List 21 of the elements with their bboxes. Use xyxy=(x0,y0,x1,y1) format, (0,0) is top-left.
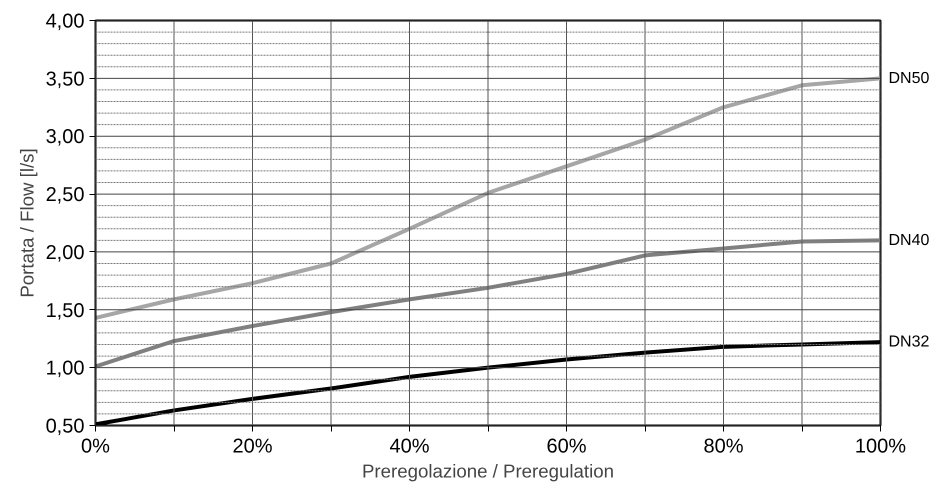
y-tick-label: 2,50 xyxy=(46,184,85,206)
x-tick-label: 100% xyxy=(854,436,906,458)
x-tick-label: 60% xyxy=(546,436,587,458)
y-tick-label: 2,00 xyxy=(46,242,85,264)
y-tick-label: 3,50 xyxy=(46,68,85,90)
y-tick-label: 1,50 xyxy=(46,300,85,322)
series-label: DN40 xyxy=(888,232,930,249)
x-tick-label: 80% xyxy=(703,436,744,458)
y-tick-label: 3,00 xyxy=(46,126,85,148)
y-tick-label: 4,00 xyxy=(46,10,85,32)
line-series xyxy=(96,238,880,368)
series-label: DN32 xyxy=(888,334,930,351)
y-tick-label: 0,50 xyxy=(46,416,85,438)
x-tick-label: 40% xyxy=(389,436,430,458)
line-series xyxy=(96,76,880,320)
y-axis-title: Portata / Flow [l/s] xyxy=(16,148,38,298)
x-axis-title: Preregolazione / Preregulation xyxy=(362,460,614,482)
x-tick-label: 20% xyxy=(232,436,273,458)
y-tick-label: 1,00 xyxy=(46,358,85,380)
series-label: DN50 xyxy=(888,70,930,87)
x-tick-label: 0% xyxy=(81,436,110,458)
